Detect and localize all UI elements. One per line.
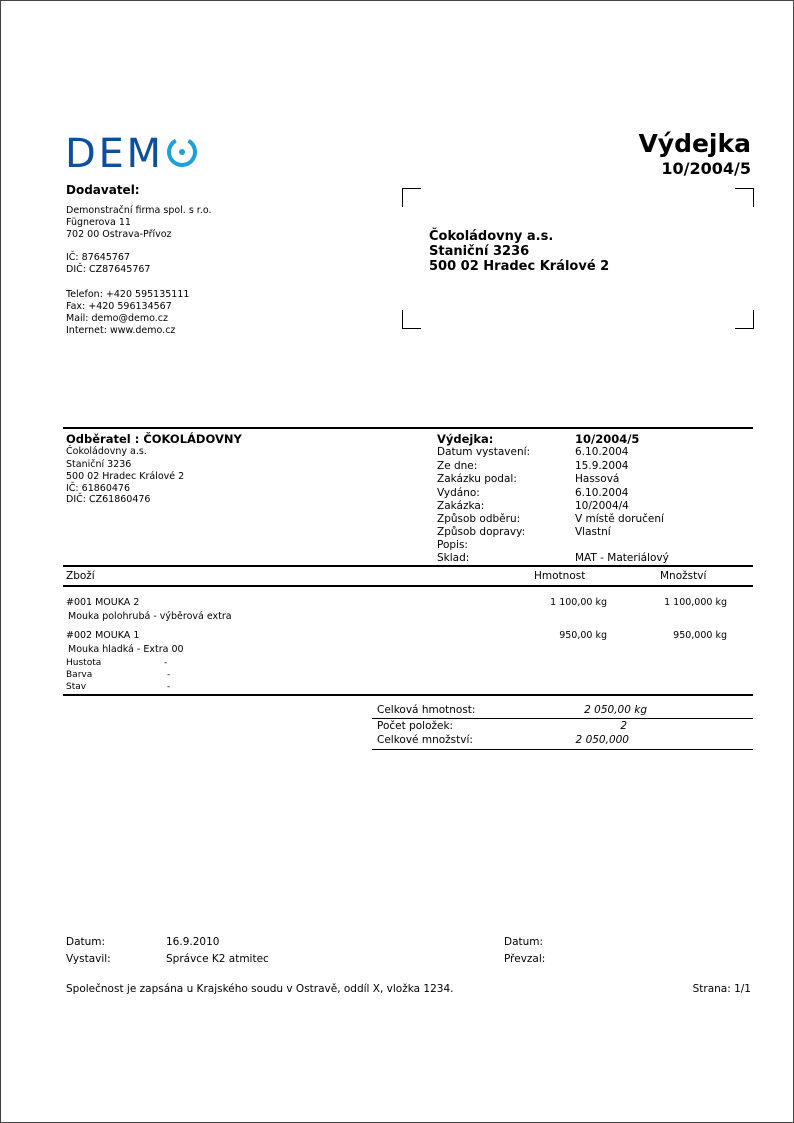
- detail-value: Hassová: [575, 473, 620, 485]
- supplier-heading: Dodavatel:: [66, 183, 140, 197]
- detail-label: Zakázku podal:: [437, 473, 517, 485]
- footer-issued-value: Správce K2 atmitec: [166, 953, 269, 965]
- customer-line: DIČ: CZ61860476: [66, 494, 151, 505]
- divider: [372, 718, 753, 719]
- detail-value: 10/2004/4: [575, 500, 629, 512]
- item-quantity: 950,000 kg: [673, 630, 727, 641]
- customer-line: 500 02 Hradec Králové 2: [66, 471, 185, 482]
- detail-label: Datum vystavení:: [437, 446, 531, 458]
- item-description: Mouka hladká - Extra 00: [68, 644, 184, 655]
- customer-line: Staniční 3236: [66, 459, 132, 470]
- detail-value: 6.10.2004: [575, 446, 629, 458]
- recipient-city: 500 02 Hradec Králové 2: [429, 259, 610, 274]
- column-header-weight: Hmotnost: [534, 570, 586, 582]
- total-quantity-label: Celkové množství:: [377, 734, 473, 746]
- supplier-street: Fügnerova 11: [66, 217, 131, 228]
- supplier-internet: Internet: www.demo.cz: [66, 325, 176, 336]
- divider: [63, 427, 753, 429]
- item-count-value: 2: [620, 720, 627, 732]
- customer-line: Čokoládovny a.s.: [66, 446, 147, 457]
- svg-text:DEM: DEM: [65, 132, 167, 172]
- detail-value: MAT - Materiálový: [575, 552, 669, 564]
- item-code: #001 MOUKA 2: [66, 597, 140, 608]
- footer-issued-label: Vystavil:: [66, 953, 111, 965]
- divider: [63, 694, 753, 696]
- detail-value: 15.9.2004: [575, 460, 629, 472]
- item-description: Mouka polohrubá - výběrová extra: [68, 611, 232, 622]
- document-title: Výdejka: [638, 129, 751, 158]
- detail-label: Zakázka:: [437, 500, 485, 512]
- supplier-mail: Mail: demo@demo.cz: [66, 313, 168, 324]
- supplier-ic: IČ: 87645767: [66, 252, 131, 263]
- item-weight: 1 100,00 kg: [550, 597, 607, 608]
- attribute-label: Stav: [66, 682, 87, 692]
- window-corner-bl: [402, 310, 421, 329]
- detail-value: V místě doručení: [575, 513, 664, 525]
- divider: [63, 565, 753, 567]
- item-count-label: Počet položek:: [377, 720, 454, 732]
- supplier-name: Demonstrační firma spol. s r.o.: [66, 205, 212, 216]
- window-corner-tr: [735, 188, 754, 207]
- supplier-phone: Telefon: +420 595135111: [66, 289, 190, 300]
- detail-label: Vydáno:: [437, 487, 480, 499]
- detail-label: Způsob odběru:: [437, 513, 521, 525]
- total-weight-value: 2 050,00 kg: [584, 704, 647, 716]
- footer-received-label: Převzal:: [504, 953, 546, 965]
- demo-logo: DEM: [65, 131, 200, 177]
- divider: [63, 585, 753, 587]
- footer-date2-label: Datum:: [504, 936, 544, 948]
- total-weight-label: Celková hmotnost:: [377, 704, 476, 716]
- attribute-value: -: [167, 682, 171, 692]
- customer-heading: Odběratel : ČOKOLÁDOVNY: [66, 432, 242, 446]
- total-quantity-value: 2 050,000: [575, 734, 629, 746]
- page-number: Strana: 1/1: [692, 983, 751, 995]
- detail-label: Ze dne:: [437, 460, 478, 472]
- detail-label: Sklad:: [437, 552, 470, 564]
- details-heading-value: 10/2004/5: [575, 432, 640, 446]
- attribute-label: Barva: [66, 670, 93, 680]
- column-header-goods: Zboží: [66, 570, 95, 582]
- footer-date-label: Datum:: [66, 936, 106, 948]
- detail-label: Popis:: [437, 539, 468, 551]
- supplier-dic: DIČ: CZ87645767: [66, 264, 151, 275]
- detail-label: Způsob dopravy:: [437, 526, 526, 538]
- recipient-name: Čokoládovny a.s.: [429, 229, 554, 244]
- divider: [372, 749, 753, 750]
- detail-value: 6.10.2004: [575, 487, 629, 499]
- window-corner-br: [735, 310, 754, 329]
- item-quantity: 1 100,000 kg: [664, 597, 727, 608]
- customer-line: IČ: 61860476: [66, 483, 131, 494]
- detail-value: Vlastní: [575, 526, 611, 538]
- supplier-fax: Fax: +420 596134567: [66, 301, 172, 312]
- recipient-street: Staniční 3236: [429, 244, 530, 259]
- attribute-value: -: [167, 670, 171, 680]
- item-code: #002 MOUKA 1: [66, 630, 140, 641]
- column-header-quantity: Množství: [660, 570, 707, 582]
- attribute-label: Hustota: [66, 658, 102, 668]
- document-number: 10/2004/5: [661, 159, 751, 178]
- registry-note: Společnost je zapsána u Krajského soudu …: [66, 983, 454, 995]
- attribute-value: -: [164, 658, 168, 668]
- supplier-city: 702 00 Ostrava-Přívoz: [66, 229, 172, 240]
- item-weight: 950,00 kg: [559, 630, 607, 641]
- footer-date-value: 16.9.2010: [166, 936, 220, 948]
- details-heading-label: Výdejka:: [437, 432, 494, 446]
- demo-logo-graphic: DEM: [65, 131, 197, 177]
- window-corner-tl: [402, 188, 421, 207]
